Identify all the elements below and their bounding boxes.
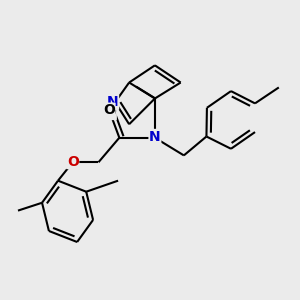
Text: O: O bbox=[103, 103, 115, 117]
Text: O: O bbox=[104, 106, 116, 119]
Text: N: N bbox=[149, 130, 161, 143]
Text: N: N bbox=[107, 95, 118, 109]
Text: O: O bbox=[67, 154, 79, 169]
